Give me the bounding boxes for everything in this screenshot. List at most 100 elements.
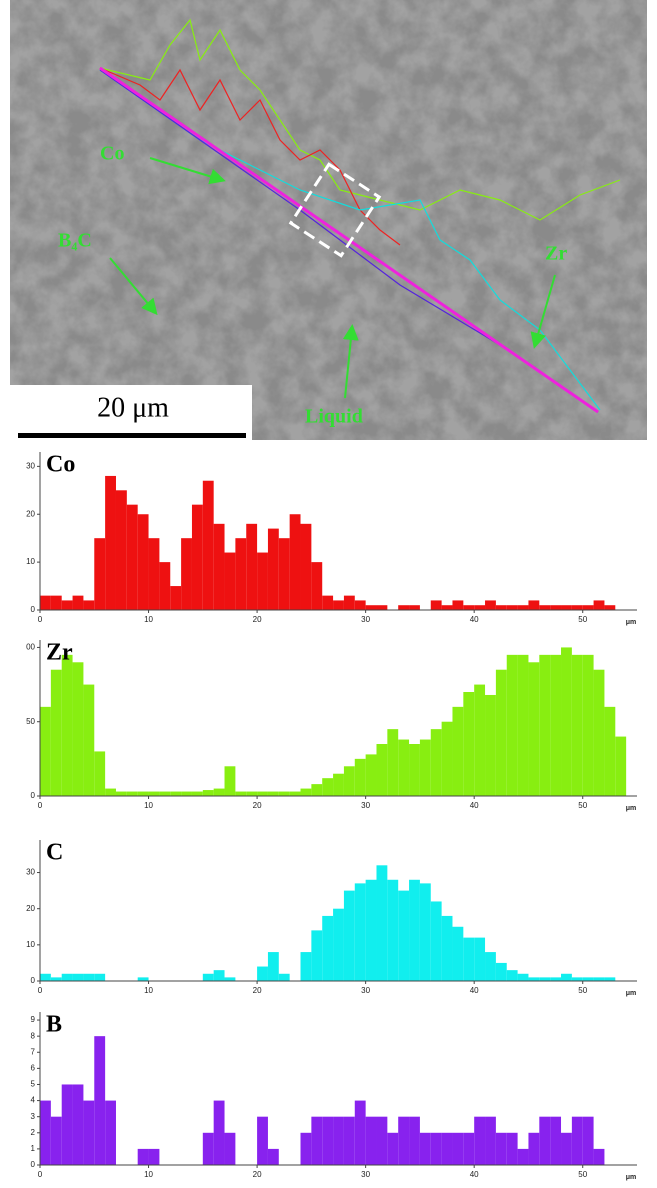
chart-title: B — [46, 1012, 62, 1038]
bar — [604, 977, 616, 981]
bar — [267, 952, 279, 981]
bar — [246, 523, 258, 610]
bar — [40, 973, 51, 981]
bar — [137, 977, 149, 981]
chart-title: C — [46, 840, 63, 866]
bar — [333, 908, 344, 981]
bar — [376, 865, 388, 981]
bar — [398, 605, 410, 610]
bar — [267, 1148, 279, 1165]
y-tick-label: 0 — [31, 976, 36, 985]
bar — [409, 879, 420, 981]
bar — [387, 1132, 399, 1165]
chart-title: Co — [46, 452, 75, 478]
bar — [311, 930, 323, 981]
bar — [61, 600, 73, 610]
bar — [213, 970, 225, 981]
bar — [300, 788, 312, 796]
bar — [235, 538, 247, 610]
bar — [343, 890, 355, 981]
x-unit: μm — [626, 619, 637, 626]
y-tick-label: 6 — [31, 1063, 36, 1072]
bar — [485, 694, 496, 796]
bar — [343, 1116, 355, 1165]
bar — [463, 1132, 475, 1165]
x-tick-label: 20 — [253, 986, 262, 995]
bar — [354, 600, 366, 610]
bar — [94, 1036, 106, 1165]
y-tick-label: 7 — [31, 1047, 36, 1056]
bar — [571, 1116, 583, 1165]
bar — [105, 475, 116, 610]
bar — [257, 791, 268, 796]
bar — [376, 605, 388, 610]
bar — [528, 1132, 540, 1165]
bar — [430, 729, 442, 796]
bar — [474, 937, 486, 981]
y-tick-label: 3 — [31, 1112, 36, 1121]
bar — [539, 977, 551, 981]
bar — [61, 973, 73, 981]
bar — [506, 970, 518, 981]
bar — [354, 883, 366, 981]
bar — [398, 1116, 410, 1165]
bar — [474, 684, 486, 796]
bar — [485, 600, 496, 610]
bar — [72, 595, 84, 610]
bar — [246, 791, 258, 796]
bar — [430, 600, 442, 610]
bar — [430, 1132, 442, 1165]
bar — [213, 523, 225, 610]
arrow — [149, 157, 226, 185]
x-tick-label: 40 — [470, 801, 479, 810]
bar — [50, 1116, 62, 1165]
label-zr: Zr — [545, 243, 567, 265]
x-tick-label: 30 — [361, 986, 370, 995]
bar — [354, 758, 366, 796]
bar — [550, 654, 562, 796]
bar — [463, 605, 475, 610]
bar — [50, 669, 62, 796]
bar — [148, 538, 160, 610]
bar — [452, 706, 464, 796]
y-tick-label: 5 — [31, 1080, 36, 1089]
x-tick-label: 0 — [38, 1170, 43, 1179]
bar — [376, 744, 388, 796]
bar — [354, 1100, 366, 1165]
bar — [278, 791, 290, 796]
bar — [506, 605, 518, 610]
arrow — [530, 274, 556, 349]
bar — [83, 973, 95, 981]
bar — [561, 605, 572, 610]
bar — [83, 600, 95, 610]
bar — [376, 1116, 388, 1165]
bar — [365, 1116, 377, 1165]
bar — [202, 480, 214, 610]
bar — [387, 729, 399, 796]
bar — [170, 586, 182, 610]
bar — [159, 562, 171, 610]
bar — [550, 605, 562, 610]
x-unit: μm — [626, 990, 637, 997]
bar — [322, 778, 334, 796]
x-tick-label: 0 — [38, 615, 43, 624]
bar — [300, 952, 312, 981]
bar — [333, 600, 344, 610]
bar — [419, 739, 431, 796]
bar — [528, 662, 540, 796]
bar — [539, 605, 551, 610]
bar — [191, 504, 203, 610]
bar — [409, 605, 420, 610]
bar — [137, 1148, 149, 1165]
bar — [495, 962, 507, 981]
bar — [72, 1084, 84, 1165]
bar — [582, 1116, 594, 1165]
bar — [365, 754, 377, 796]
bar — [322, 915, 334, 981]
y-tick-label: 50 — [26, 717, 35, 726]
bar — [561, 973, 572, 981]
y-tick-label: 8 — [31, 1031, 36, 1040]
x-tick-label: 10 — [144, 615, 153, 624]
bar — [213, 1100, 225, 1165]
